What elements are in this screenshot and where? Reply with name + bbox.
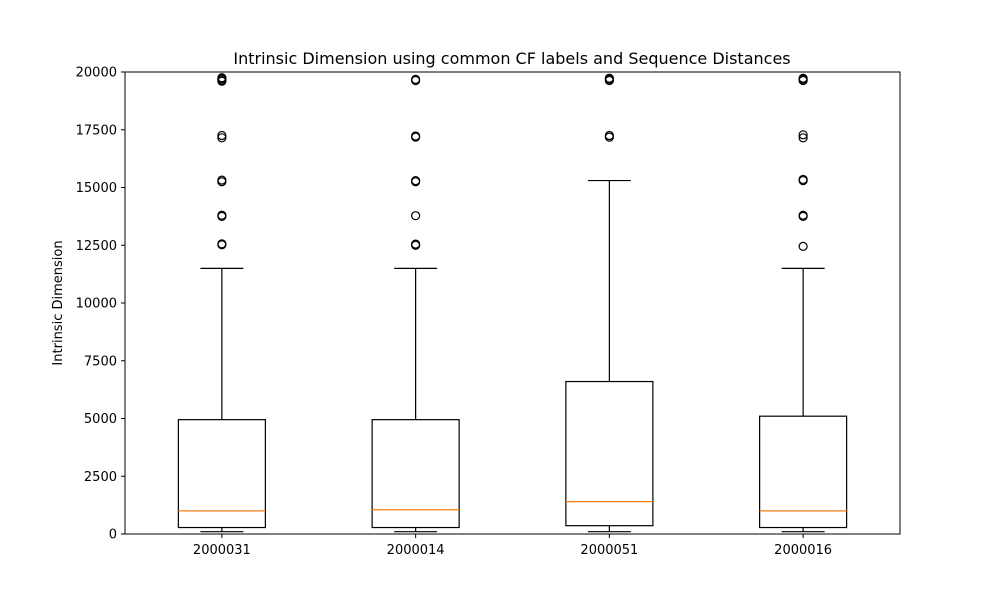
outlier-0-5 (217, 175, 227, 185)
y-tick-label-6: 15000 (76, 181, 117, 196)
y-tick-label-3: 7500 (84, 354, 117, 369)
outlier-2-1 (604, 130, 614, 141)
outlier-0-11 (217, 73, 227, 83)
outlier-3-9 (798, 73, 808, 83)
outlier-0-3 (217, 210, 227, 220)
y-tick-label-8: 20000 (76, 66, 117, 81)
outlier-0-7 (217, 130, 227, 141)
outlier-1-8 (411, 74, 421, 84)
outlier-3-6 (798, 130, 808, 140)
y-tick-label-2: 5000 (84, 412, 117, 427)
y-tick-label-0: 0 (109, 528, 117, 543)
plot-frame (124, 71, 901, 535)
y-tick-label-5: 12500 (76, 239, 117, 254)
outlier-1-1 (411, 239, 421, 249)
y-axis-label: Intrinsic Dimension (51, 240, 66, 365)
y-tick-label-7: 17500 (76, 123, 117, 138)
outlier-2-4 (604, 73, 614, 83)
chart-title: Intrinsic Dimension using common CF labe… (233, 49, 790, 68)
outlier-3-5 (798, 133, 808, 143)
outlier-0-1 (217, 239, 227, 249)
outlier-1-4 (411, 175, 421, 186)
box-0 (177, 419, 266, 529)
y-tick-label-1: 2500 (84, 470, 117, 485)
outlier-3-4 (798, 174, 808, 185)
outlier-3-2 (798, 210, 808, 220)
x-tick-label-2: 2000051 (580, 543, 638, 558)
plot-area: 0 2500 5000 7500 10000 12500 15000 17500 20000 20… (76, 66, 848, 558)
outlier-3-0 (798, 241, 808, 252)
box-3 (759, 415, 848, 529)
x-tick-label-3: 2000016 (774, 543, 832, 558)
x-tick-label-0: 2000031 (193, 543, 251, 558)
x-tick-label-1: 2000014 (387, 543, 445, 558)
outlier-1-2 (411, 211, 421, 221)
outlier-1-6 (411, 131, 421, 141)
box-2 (565, 380, 654, 527)
box-1 (371, 419, 460, 529)
y-tick-label-4: 10000 (76, 297, 117, 312)
outlier-0-6 (217, 133, 227, 143)
